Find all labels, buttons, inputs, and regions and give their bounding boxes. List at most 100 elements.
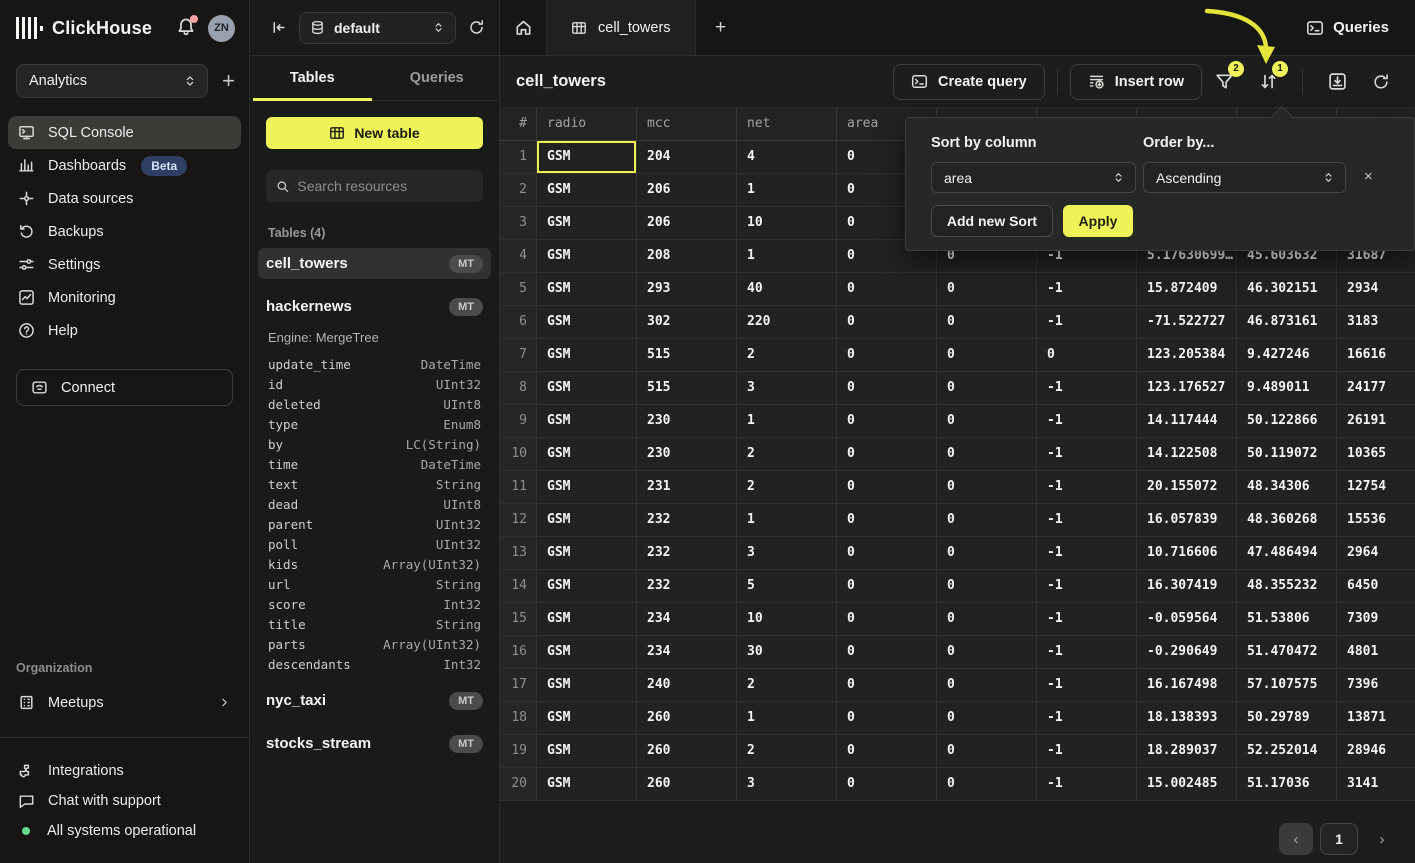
table-cell[interactable]: 48.34306 <box>1237 471 1337 504</box>
sidebar-item-integrations[interactable]: Integrations <box>8 756 241 786</box>
table-cell[interactable]: 230 <box>637 405 737 438</box>
table-cell[interactable]: 208 <box>637 240 737 273</box>
table-cell[interactable]: 46.302151 <box>1237 273 1337 306</box>
sidebar-item-settings[interactable]: Settings <box>8 248 241 281</box>
table-cell[interactable]: 232 <box>637 537 737 570</box>
table-cell[interactable]: 7396 <box>1337 669 1415 702</box>
table-cell[interactable]: -0.059564 <box>1137 603 1237 636</box>
table-cell[interactable]: 0 <box>837 339 937 372</box>
table-cell[interactable]: -1 <box>1037 372 1137 405</box>
table-cell[interactable]: 3 <box>737 372 837 405</box>
table-cell[interactable]: 10365 <box>1337 438 1415 471</box>
new-table-button[interactable]: New table <box>266 117 483 149</box>
sort-button[interactable]: 1 <box>1252 60 1288 98</box>
table-cell[interactable]: 47.486494 <box>1237 537 1337 570</box>
table-cell[interactable]: 1 <box>737 405 837 438</box>
table-cell[interactable]: 0 <box>937 306 1037 339</box>
table-cell[interactable]: 0 <box>837 306 937 339</box>
table-cell[interactable]: 220 <box>737 306 837 339</box>
table-cell[interactable]: 0 <box>937 570 1037 603</box>
table-cell[interactable]: 52.252014 <box>1237 735 1337 768</box>
table-cell[interactable]: 232 <box>637 570 737 603</box>
database-select[interactable]: default <box>299 11 456 44</box>
table-cell[interactable]: 16.057839 <box>1137 504 1237 537</box>
table-cell[interactable]: GSM <box>537 405 637 438</box>
order-by-select[interactable]: Ascending <box>1143 162 1346 193</box>
table-cell[interactable]: 232 <box>637 504 737 537</box>
remove-sort-button[interactable]: × <box>1364 168 1373 185</box>
table-cell[interactable]: 50.119072 <box>1237 438 1337 471</box>
table-cell[interactable]: 9.427246 <box>1237 339 1337 372</box>
table-cell[interactable]: 0 <box>937 372 1037 405</box>
table-cell[interactable]: GSM <box>537 768 637 801</box>
table-cell[interactable]: 0 <box>837 504 937 537</box>
search-resources-box[interactable] <box>266 170 483 202</box>
apply-sort-button[interactable]: Apply <box>1063 205 1133 237</box>
prev-page-button[interactable]: ‹ <box>1279 823 1313 855</box>
table-cell[interactable]: 0 <box>937 735 1037 768</box>
notifications-bell-icon[interactable] <box>176 15 198 39</box>
sidebar-item-monitoring[interactable]: Monitoring <box>8 281 241 314</box>
table-cell[interactable]: GSM <box>537 207 637 240</box>
table-item-cell_towers[interactable]: cell_towers MT <box>258 248 491 279</box>
sidebar-item-data-sources[interactable]: Data sources <box>8 182 241 215</box>
table-cell[interactable]: 0 <box>837 768 937 801</box>
table-cell[interactable]: 515 <box>637 339 737 372</box>
table-cell[interactable]: 13871 <box>1337 702 1415 735</box>
table-cell[interactable]: 0 <box>837 438 937 471</box>
refresh-icon[interactable] <box>468 19 485 36</box>
table-cell[interactable]: 0 <box>837 537 937 570</box>
table-cell[interactable]: 3 <box>737 537 837 570</box>
table-cell[interactable]: -1 <box>1037 636 1137 669</box>
table-cell[interactable]: 14.117444 <box>1137 405 1237 438</box>
sort-column-select[interactable]: area <box>931 162 1136 193</box>
table-cell[interactable]: 260 <box>637 735 737 768</box>
table-cell[interactable]: 240 <box>637 669 737 702</box>
table-cell[interactable]: 51.53806 <box>1237 603 1337 636</box>
table-cell[interactable]: GSM <box>537 306 637 339</box>
table-cell[interactable]: 204 <box>637 141 737 174</box>
explorer-tab-tables[interactable]: Tables <box>250 56 375 101</box>
table-cell[interactable]: 50.122866 <box>1237 405 1337 438</box>
table-cell[interactable]: -1 <box>1037 504 1137 537</box>
table-cell[interactable]: 0 <box>837 471 937 504</box>
table-cell[interactable]: 2 <box>737 735 837 768</box>
table-cell[interactable]: 30 <box>737 636 837 669</box>
avatar[interactable]: ZN <box>208 14 235 42</box>
table-cell[interactable]: 0 <box>937 438 1037 471</box>
table-cell[interactable]: GSM <box>537 174 637 207</box>
sidebar-item-help[interactable]: Help <box>8 314 241 347</box>
search-resources-input[interactable] <box>297 178 473 194</box>
table-cell[interactable]: 12754 <box>1337 471 1415 504</box>
table-cell[interactable]: 0 <box>937 636 1037 669</box>
table-cell[interactable]: 0 <box>1037 339 1137 372</box>
table-cell[interactable]: 20.155072 <box>1137 471 1237 504</box>
table-cell[interactable]: 0 <box>837 273 937 306</box>
table-item-hackernews[interactable]: hackernews MT <box>258 291 491 322</box>
table-cell[interactable]: 10 <box>737 207 837 240</box>
table-cell[interactable]: 260 <box>637 768 737 801</box>
insert-row-button[interactable]: Insert row <box>1069 63 1202 100</box>
table-cell[interactable]: -1 <box>1037 273 1137 306</box>
table-cell[interactable]: GSM <box>537 438 637 471</box>
table-cell[interactable]: 51.470472 <box>1237 636 1337 669</box>
table-cell[interactable]: 0 <box>937 339 1037 372</box>
table-cell[interactable]: 0 <box>937 702 1037 735</box>
table-cell[interactable]: 51.17036 <box>1237 768 1337 801</box>
home-tab[interactable] <box>500 0 547 55</box>
table-cell[interactable]: 0 <box>837 570 937 603</box>
table-cell[interactable]: -1 <box>1037 570 1137 603</box>
table-cell[interactable]: 3 <box>737 768 837 801</box>
table-cell[interactable]: 24177 <box>1337 372 1415 405</box>
table-cell[interactable]: 2 <box>737 438 837 471</box>
table-cell[interactable]: 0 <box>937 504 1037 537</box>
table-cell[interactable]: 3141 <box>1337 768 1415 801</box>
table-item-stocks_stream[interactable]: stocks_stream MT <box>258 728 491 759</box>
table-cell[interactable]: GSM <box>537 141 637 174</box>
table-cell[interactable]: 50.29789 <box>1237 702 1337 735</box>
table-cell[interactable]: 123.205384 <box>1137 339 1237 372</box>
table-cell[interactable]: 16.307419 <box>1137 570 1237 603</box>
table-cell[interactable]: 4 <box>737 141 837 174</box>
table-cell[interactable]: GSM <box>537 669 637 702</box>
sidebar-item-meetups[interactable]: Meetups <box>8 686 241 719</box>
